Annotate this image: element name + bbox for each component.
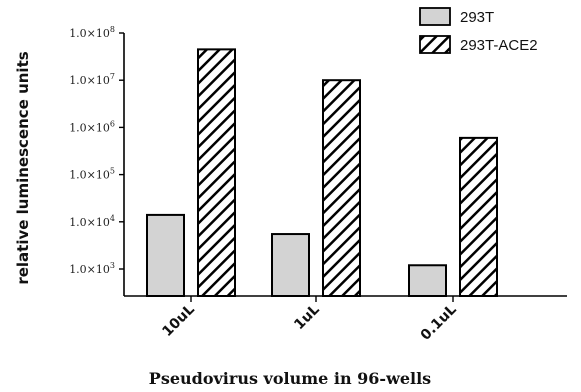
bar-293t-ace2-1ul xyxy=(322,79,361,297)
legend-swatch xyxy=(419,7,451,26)
legend-swatch xyxy=(419,35,451,54)
category-labels: 10uL 1uL 0.1uL xyxy=(159,301,459,343)
x-tick-label: 1uL xyxy=(291,301,323,333)
bar-293t-1ul xyxy=(271,233,310,298)
x-tick-label: 0.1uL xyxy=(418,301,460,343)
y-tick-label: 1.0×106 xyxy=(69,119,115,134)
bar-293t-10ul xyxy=(146,213,185,297)
y-tick-label: 1.0×108 xyxy=(69,25,115,40)
bar-293t-ace2-0-1ul xyxy=(459,136,498,297)
x-tick-label: 10uL xyxy=(159,301,198,340)
bars xyxy=(146,48,498,298)
bar-293t-0-1ul xyxy=(408,264,447,297)
legend-label: 293T xyxy=(460,9,494,26)
y-tick-label: 1.0×104 xyxy=(69,214,115,229)
legend-label: 293T-ACE2 xyxy=(460,37,538,54)
bar-293t-ace2-10ul xyxy=(197,48,236,298)
x-axis-label: Pseudovirus volume in 96-wells xyxy=(149,369,431,388)
legend: 293T 293T-ACE2 xyxy=(419,7,538,54)
y-tick-label: 1.0×103 xyxy=(69,261,115,276)
y-tick-label: 1.0×105 xyxy=(69,167,115,182)
y-axis-label: relative luminescence units xyxy=(14,51,32,284)
y-tick-label: 1.0×107 xyxy=(69,72,115,87)
